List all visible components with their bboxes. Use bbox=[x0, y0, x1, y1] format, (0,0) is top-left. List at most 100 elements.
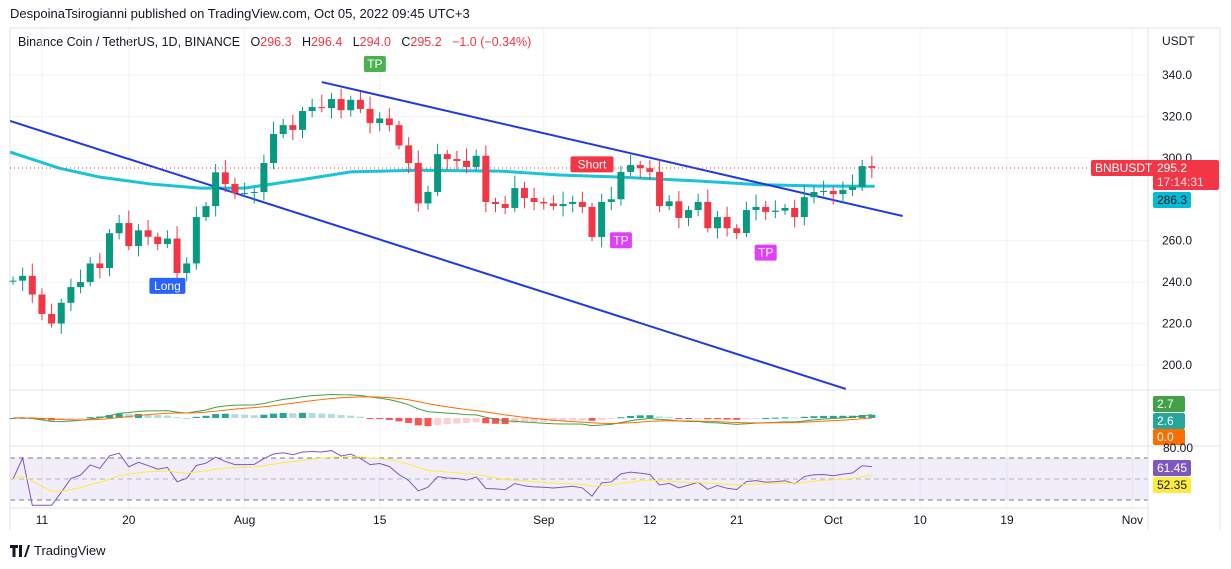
candle-body bbox=[405, 145, 413, 164]
time-tick-label: Sep bbox=[533, 513, 555, 527]
currency-label: USDT bbox=[1162, 34, 1195, 48]
candle-body bbox=[752, 206, 760, 211]
macd-histogram-bar bbox=[771, 417, 779, 419]
candle-body bbox=[385, 118, 393, 126]
macd-histogram-bar bbox=[231, 414, 239, 418]
time-tick-label: Oct bbox=[824, 513, 843, 527]
candle-body bbox=[588, 206, 596, 237]
candle-body bbox=[578, 201, 586, 207]
candle-body bbox=[308, 107, 316, 112]
time-tick-label: 12 bbox=[643, 513, 657, 527]
candle-body bbox=[154, 236, 162, 244]
candle-body bbox=[704, 201, 712, 229]
macd-histogram-bar bbox=[347, 415, 355, 418]
candle-body bbox=[347, 99, 355, 111]
macd-histogram-bar bbox=[443, 418, 451, 425]
rsi-tick: 80.00 bbox=[1163, 441, 1194, 455]
macd-histogram-bar bbox=[453, 418, 461, 424]
macd-histogram-bar bbox=[559, 418, 567, 421]
candle-body bbox=[192, 217, 200, 264]
time-tick-label: Aug bbox=[234, 513, 255, 527]
signal-tp: TP bbox=[613, 233, 628, 247]
macd-histogram-bar bbox=[733, 418, 741, 420]
macd-histogram-bar bbox=[192, 416, 200, 418]
candle-body bbox=[260, 163, 268, 193]
macd-histogram-bar bbox=[376, 418, 384, 420]
signal-value-tag: 0.0 bbox=[1153, 429, 1185, 445]
time-tick-label: 19 bbox=[1000, 513, 1014, 527]
macd-histogram-bar bbox=[598, 418, 606, 420]
price-tick-label: 260.0 bbox=[1162, 234, 1192, 248]
macd-histogram-bar bbox=[356, 416, 364, 418]
candle-body bbox=[569, 201, 577, 205]
candle-body bbox=[636, 165, 644, 169]
candle-body bbox=[67, 287, 75, 303]
signal-label-bg bbox=[570, 156, 614, 173]
macd-histogram-bar bbox=[308, 413, 316, 418]
time-ticks: 11 20 Aug 15 Sep 12 21 Oct 10 19 Nov bbox=[36, 513, 1143, 527]
rsi-ma-value-tag: 52.35 bbox=[1153, 477, 1192, 493]
trendline bbox=[321, 81, 903, 218]
candle-body bbox=[376, 118, 384, 124]
candle-body bbox=[511, 188, 519, 208]
candle-body bbox=[463, 160, 471, 167]
macd-histogram-bar bbox=[212, 414, 220, 418]
macd-histogram-bar bbox=[713, 418, 721, 420]
macd-histogram-bar bbox=[569, 418, 577, 421]
candle-body bbox=[675, 201, 683, 218]
candle-body bbox=[183, 263, 191, 273]
candle-body bbox=[221, 172, 229, 184]
rsi-pane bbox=[12, 450, 872, 506]
price-tick-label: 320.0 bbox=[1162, 109, 1192, 123]
candle-body bbox=[289, 125, 297, 130]
candle-body bbox=[212, 172, 220, 207]
rsi-line bbox=[12, 450, 872, 506]
macd-histogram-bar bbox=[366, 418, 374, 419]
macd-histogram-bar bbox=[260, 414, 268, 418]
candle-body bbox=[829, 190, 837, 195]
candle-body bbox=[733, 228, 741, 234]
candle-body bbox=[395, 125, 403, 146]
macd-histogram-bar bbox=[829, 415, 837, 418]
macd-histogram-bar bbox=[463, 418, 471, 424]
candle-body bbox=[868, 166, 876, 168]
macd-value-tag: 2.7 bbox=[1153, 396, 1185, 412]
candle-body bbox=[607, 199, 615, 202]
macd-histogram-bar bbox=[627, 415, 635, 418]
candle-body bbox=[723, 217, 731, 229]
macd-histogram-bar bbox=[270, 413, 278, 418]
last-price-tag: 295.2 17:14:31 bbox=[1153, 160, 1219, 190]
candle-body bbox=[96, 263, 104, 269]
macd-histogram-bar bbox=[144, 414, 152, 418]
candle-body bbox=[800, 197, 808, 218]
signal-tp: TP bbox=[367, 57, 382, 71]
histogram-value-tag: 2.6 bbox=[1153, 413, 1185, 429]
macd-histogram-bar bbox=[472, 418, 480, 423]
candle-body bbox=[781, 207, 789, 211]
time-tick-label: Nov bbox=[1122, 513, 1143, 527]
candle-body bbox=[501, 204, 509, 208]
macd-histogram-bar bbox=[337, 415, 345, 418]
macd-pane bbox=[9, 393, 876, 427]
trendlines bbox=[9, 81, 903, 390]
candle-body bbox=[791, 207, 799, 218]
grid bbox=[10, 28, 1148, 508]
candle-body bbox=[424, 192, 432, 204]
macd-histogram-bar bbox=[511, 418, 519, 424]
candle-body bbox=[598, 201, 606, 237]
high-value: 296.4 bbox=[310, 35, 343, 49]
macd-histogram-bar bbox=[868, 414, 876, 418]
candle-body bbox=[86, 263, 94, 283]
candle-body bbox=[270, 134, 278, 164]
macd-histogram-bar bbox=[96, 416, 104, 418]
candle-body bbox=[646, 168, 654, 172]
low-value: 294.0 bbox=[359, 35, 391, 49]
symbol-legend: Binance Coin / TetherUS, 1D, BINANCE O29… bbox=[18, 35, 531, 49]
footer-brand[interactable]: TradingView bbox=[10, 543, 106, 558]
macd-histogram-bar bbox=[704, 418, 712, 420]
candle-body bbox=[713, 217, 721, 229]
candle-body bbox=[810, 192, 818, 198]
macd-histogram-bar bbox=[67, 418, 75, 420]
candle-body bbox=[356, 99, 364, 109]
